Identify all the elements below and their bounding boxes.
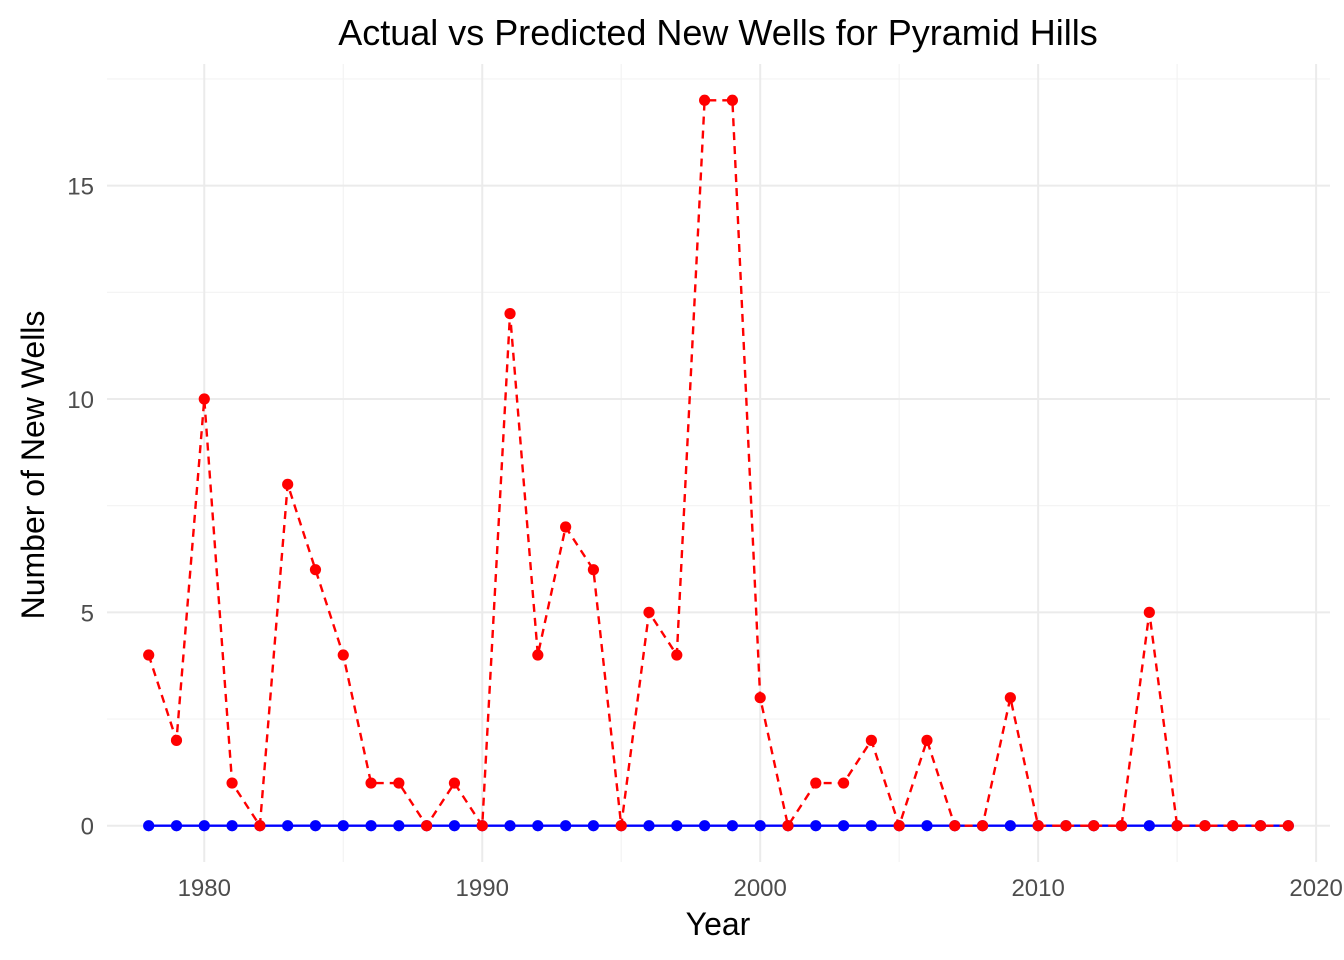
data-point [1004,692,1016,704]
data-point [476,820,488,832]
data-point [587,820,600,832]
data-point [448,777,461,789]
data-point [421,820,433,832]
data-point [1060,820,1072,832]
data-point [810,777,822,789]
data-point [504,308,516,320]
y-tick-label: 0 [81,814,94,841]
data-point [1199,820,1211,832]
data-point [309,820,322,832]
x-tick-label: 1990 [456,875,509,902]
y-tick-label: 5 [81,600,94,627]
data-point [560,820,572,832]
data-point [393,777,405,789]
data-point [1171,820,1183,832]
data-point [532,820,544,832]
data-point [170,734,183,746]
axis-ticks: 1980 1990 2000 2010 2020 0 5 10 15 [67,174,1343,902]
data-point [282,478,294,490]
data-point [810,820,822,832]
data-point [198,393,210,405]
data-point [837,820,850,832]
data-point [976,820,989,832]
data-point [560,521,572,533]
x-tick-label: 2000 [733,875,786,902]
data-point [504,820,516,832]
data-point [865,820,877,832]
data-point [365,777,377,789]
data-point [1254,820,1267,832]
series-line [147,99,1289,830]
data-point [254,820,266,832]
data-point [921,820,933,832]
data-point [837,777,850,789]
data-point [699,820,711,832]
data-point [782,820,794,832]
data-point [726,820,738,832]
data-point [143,649,155,661]
data-point [893,820,905,832]
data-point [226,777,238,789]
data-point [1143,820,1155,832]
data-point [643,820,655,832]
data-point [170,820,183,832]
data-point [393,820,405,832]
series-group [143,94,1294,832]
chart-title: Actual vs Predicted New Wells for Pyrami… [338,12,1098,53]
data-point [1115,820,1128,832]
data-point [615,820,627,832]
y-tick-label: 10 [67,387,94,414]
x-tick-label: 1980 [178,875,231,902]
data-point [699,94,711,106]
data-point [337,820,349,832]
data-point [143,820,155,832]
data-point [671,820,683,832]
data-point [337,649,349,661]
grid [107,64,1330,862]
x-tick-label: 2010 [1011,875,1064,902]
data-point [226,820,238,832]
data-point [1004,820,1016,832]
data-point [1282,820,1294,832]
data-point [949,820,961,832]
data-point [1032,820,1044,832]
data-point [282,820,294,832]
data-point [754,820,766,832]
data-point [1088,820,1100,832]
y-tick-label: 15 [67,174,94,201]
data-point [754,692,766,704]
data-point [921,734,933,746]
data-point [671,649,683,661]
y-axis-title: Number of New Wells [15,311,51,620]
data-point [532,649,544,661]
data-point [198,820,210,832]
data-point [1143,606,1155,618]
data-point [865,734,877,746]
data-point [726,94,738,106]
data-point [643,606,655,618]
x-tick-label: 2020 [1289,875,1342,902]
data-point [365,820,377,832]
data-point [587,564,600,576]
series-1 [143,94,1294,832]
x-axis-title: Year [686,906,751,942]
data-point [309,564,322,576]
data-point [448,820,461,832]
data-point [1227,820,1239,832]
